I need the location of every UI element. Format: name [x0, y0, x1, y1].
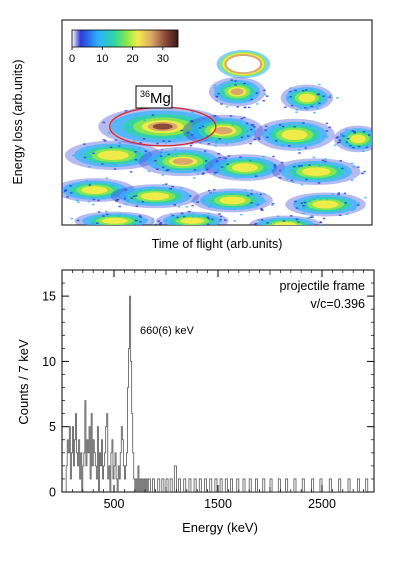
spectrum-x-axis-label: Energy (keV): [182, 520, 258, 535]
colorbar: 0 10 20 30: [69, 29, 179, 65]
heatmap-x-axis-label: Time of flight (arb.units): [152, 237, 283, 251]
heatmap-y-axis-label: Energy loss (arb.units): [11, 59, 25, 184]
heatmap-blob-b4: [251, 118, 343, 154]
heatmap-blob-b9: [271, 156, 366, 186]
colorbar-tick-label: 0: [69, 53, 75, 65]
heatmap-blob-b1: [208, 77, 269, 109]
x-tick-label: 2500: [308, 497, 336, 511]
y-tick-label: 15: [42, 290, 56, 304]
spectrum-frame: [61, 269, 375, 493]
velocity-annotation: v/c=0.396: [310, 297, 365, 311]
isotope-label-text: 36Mg: [140, 89, 171, 107]
colorbar-gradient: [71, 29, 179, 48]
x-tick-label: 1500: [204, 497, 232, 511]
heatmap-blob-b5: [333, 125, 372, 153]
heatmap-blob-b14: [70, 210, 160, 225]
heatmap-blob-b15: [151, 210, 236, 225]
colorbar-tick-label: 20: [126, 53, 138, 65]
x-tick-label: 500: [104, 497, 125, 511]
heatmap-blob-ring: [216, 49, 271, 79]
heatmap-blob-b6: [64, 139, 168, 173]
heatmap-blob-b13: [285, 192, 367, 220]
heatmap-blob-b16: [248, 215, 323, 225]
heatmap-blob-b8: [202, 154, 286, 181]
isotope-label: 36Mg: [135, 85, 173, 109]
colorbar-ticks: 0 10 20 30: [69, 47, 169, 65]
heatmap-blob-b10: [62, 177, 135, 206]
spectrum-histogram-line: [62, 295, 374, 492]
heatmap-blobs: [62, 49, 372, 225]
y-tick-label: 5: [49, 420, 56, 434]
gamma-spectrum-panel: 500 1500 2500 0 5 10 15 projectile frame v/c=…: [16, 269, 375, 535]
y-tick-label: 10: [42, 355, 56, 369]
frame-annotation: projectile frame: [280, 279, 365, 293]
peak-annotation: 660(6) keV: [140, 325, 194, 337]
isotope-label-box: [135, 85, 173, 109]
colorbar-tick-label: 30: [157, 53, 169, 65]
heatmap-blob-b11: [110, 183, 206, 209]
pid-heatmap-panel: 0 10 20 30 36Mg Time of flight (arb.units) …: [11, 19, 373, 251]
spectrum-y-axis-label: Counts / 7 keV: [16, 339, 31, 425]
colorbar-tick-label: 10: [96, 53, 108, 65]
spectrum-x-ticks: 500 1500 2500: [72, 270, 364, 511]
heatmap-blob-b2: [280, 83, 339, 114]
y-tick-label: 0: [49, 486, 56, 500]
isotope-element: Mg: [150, 90, 171, 107]
isotope-mass: 36: [140, 89, 150, 99]
heatmap-blob-b7: [138, 146, 231, 179]
spectrum-y-ticks: 0 5 10 15: [42, 282, 374, 500]
heatmap-blob-b12: [190, 188, 275, 216]
